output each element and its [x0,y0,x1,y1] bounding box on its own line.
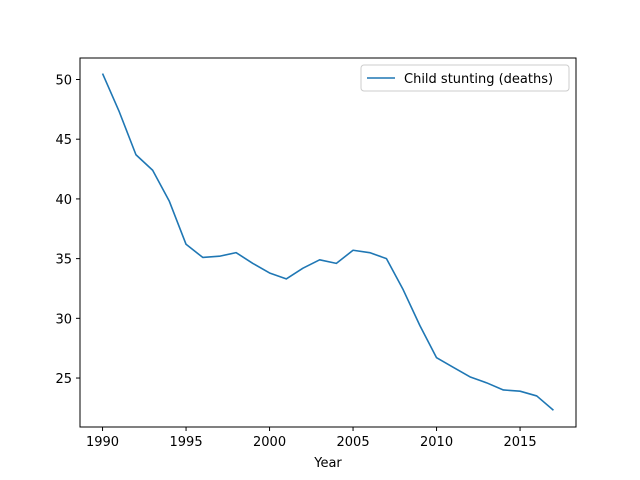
x-tick-label: 1995 [170,435,203,450]
x-tick-label: 2000 [253,435,286,450]
legend-box [360,64,570,92]
axis-ticks: 1990 1995 2000 2005 2010 2015 25 30 35 40 45 50 [55,73,536,450]
series-group [101,73,554,411]
y-tick-label: 35 [55,253,72,268]
x-tick-label: 2005 [337,435,370,450]
y-tick-label: 30 [55,312,72,327]
x-tick-label: 1990 [86,435,119,450]
plot-frame [79,57,577,428]
plot-area [80,58,576,427]
y-tick-label: 50 [55,73,72,88]
legend: Child stunting (deaths) [360,64,570,92]
x-axis-label: Year [313,456,342,471]
series-line [101,73,554,411]
y-tick-label: 25 [55,372,72,387]
x-tick-label: 2010 [420,435,453,450]
y-tick-label: 45 [55,133,72,148]
legend-label: Child stunting (deaths) [404,72,553,87]
y-tick-label: 40 [55,193,72,208]
x-tick-label: 2015 [504,435,537,450]
